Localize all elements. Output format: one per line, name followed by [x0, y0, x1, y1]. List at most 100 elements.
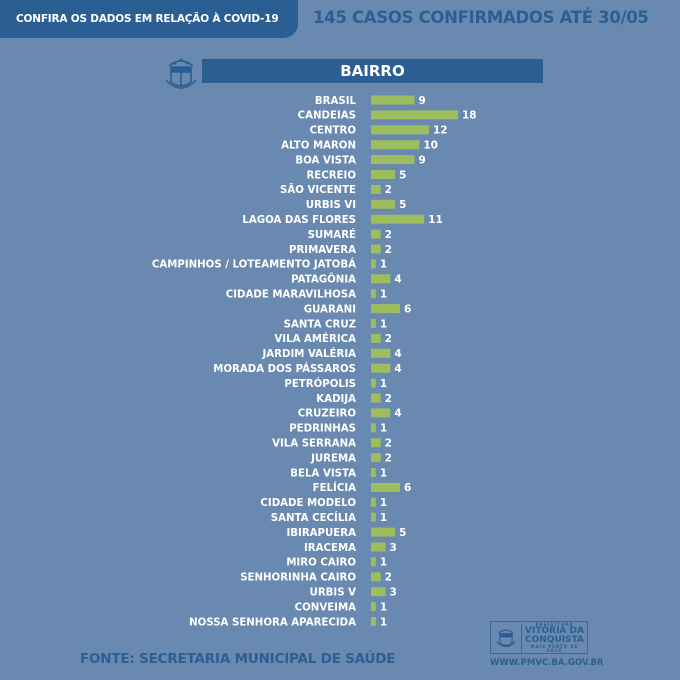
- bar: [371, 497, 376, 507]
- bar: [371, 199, 396, 209]
- bar: [371, 468, 376, 477]
- category-label: JARDIM VALÉRIA: [262, 347, 357, 360]
- bar: [371, 453, 381, 463]
- category-label: URBIS VI: [306, 200, 356, 211]
- category-label: RECREIO: [306, 170, 356, 181]
- value-label: 5: [399, 527, 406, 539]
- value-label: 4: [394, 363, 401, 375]
- category-label: BELA VISTA: [290, 468, 356, 479]
- category-label: CRUZEIRO: [298, 409, 357, 420]
- value-label: 1: [380, 601, 387, 613]
- value-label: 9: [419, 154, 426, 166]
- category-label: BRASIL: [315, 96, 357, 107]
- bar: [371, 304, 400, 314]
- bar: [371, 557, 376, 567]
- value-label: 2: [385, 244, 392, 256]
- bar: [371, 542, 386, 552]
- logo-line2: CONQUISTA: [525, 634, 584, 645]
- category-label: IBIRAPUERA: [286, 528, 356, 539]
- category-label: MORADA DOS PÁSSAROS: [213, 362, 356, 375]
- value-label: 1: [380, 616, 387, 628]
- bar: [371, 408, 391, 418]
- bar: [371, 438, 381, 448]
- category-label: VILA AMÉRICA: [274, 332, 356, 345]
- city-crest-icon: [165, 58, 197, 89]
- bar: [371, 423, 376, 433]
- bar: [371, 348, 391, 358]
- value-label: 10: [423, 140, 438, 152]
- category-label: SANTA CRUZ: [284, 319, 356, 330]
- value-label: 1: [380, 512, 387, 524]
- bar: [371, 110, 458, 120]
- bar: [371, 244, 381, 254]
- category-label: CONVEIMA: [295, 602, 356, 613]
- value-label: 2: [385, 393, 392, 405]
- bar: [371, 587, 386, 597]
- category-label: SENHORINHA CAIRO: [240, 573, 356, 584]
- bar: [371, 155, 415, 165]
- value-label: 2: [385, 438, 392, 450]
- chart-title: BAIRRO: [202, 59, 543, 83]
- category-label: NOSSA SENHORA APARECIDA: [189, 617, 356, 628]
- category-label: IRACEMA: [304, 543, 356, 554]
- prefeitura-logo: PREFEITURA VITÓRIA DA CONQUISTA MAIS PER…: [490, 621, 588, 654]
- value-label: 5: [399, 169, 406, 181]
- value-label: 1: [380, 289, 387, 301]
- value-label: 1: [380, 497, 387, 509]
- bar: [371, 170, 396, 179]
- bar: [371, 125, 429, 135]
- category-label: URBIS V: [310, 588, 357, 599]
- value-label: 4: [394, 408, 401, 420]
- category-label: BOA VISTA: [295, 155, 356, 166]
- logo-crest-svg: [496, 628, 516, 647]
- value-label: 1: [380, 557, 387, 569]
- category-label: VILA SERRANA: [272, 439, 356, 450]
- logo-crest-icon: [491, 622, 522, 653]
- source-footer: FONTE: SECRETARIA MUNICIPAL DE SAÚDE: [80, 651, 396, 667]
- header-tab: CONFIRA OS DADOS EM RELAÇÃO À COVID-19: [0, 0, 298, 38]
- value-label: 11: [428, 214, 443, 226]
- bar: [371, 184, 381, 194]
- bar: [371, 274, 391, 284]
- value-label: 1: [380, 259, 387, 271]
- bar: [371, 289, 376, 299]
- value-label: 3: [390, 542, 397, 554]
- chart-title-text: BAIRRO: [340, 62, 405, 80]
- bar: [371, 378, 376, 388]
- bar: [371, 602, 376, 612]
- logo-text: PREFEITURA VITÓRIA DA CONQUISTA MAIS PER…: [522, 622, 587, 653]
- category-label: FELÍCIA: [313, 481, 356, 494]
- website-url[interactable]: WWW.PMVC.BA.GOV.BR: [490, 658, 604, 668]
- bar: [371, 229, 381, 239]
- category-label: PETRÓPOLIS: [284, 377, 356, 390]
- bar: [371, 333, 381, 343]
- value-label: 18: [462, 110, 477, 122]
- category-label: GUARANI: [304, 304, 356, 315]
- headline: 145 CASOS CONFIRMADOS ATÉ 30/05: [313, 8, 649, 27]
- value-label: 6: [404, 303, 411, 315]
- bar: [371, 259, 376, 269]
- value-label: 5: [399, 199, 406, 211]
- category-label: MIRO CAIRO: [286, 558, 356, 569]
- category-label: KADIJA: [316, 394, 356, 405]
- category-label: CENTRO: [310, 126, 357, 137]
- category-label: CAMPINHOS / LOTEAMENTO JATOBÁ: [152, 258, 356, 271]
- category-label: SUMARÉ: [308, 228, 356, 241]
- bar: [371, 319, 376, 328]
- value-label: 1: [380, 378, 387, 390]
- value-label: 1: [380, 423, 387, 435]
- value-label: 2: [385, 229, 392, 241]
- category-label: CANDEIAS: [298, 111, 356, 122]
- bar: [371, 482, 400, 492]
- value-label: 2: [385, 452, 392, 464]
- logo-line1: VITÓRIA DA: [525, 625, 584, 636]
- category-label: PRIMAVERA: [289, 245, 356, 256]
- value-label: 12: [433, 125, 448, 137]
- value-label: 9: [419, 95, 426, 107]
- bar: [371, 393, 381, 403]
- category-label: CIDADE MODELO: [260, 498, 356, 509]
- value-label: 2: [385, 333, 392, 345]
- category-label: CIDADE MARAVILHOSA: [226, 290, 356, 301]
- value-label: 6: [404, 482, 411, 494]
- bar: [371, 572, 381, 582]
